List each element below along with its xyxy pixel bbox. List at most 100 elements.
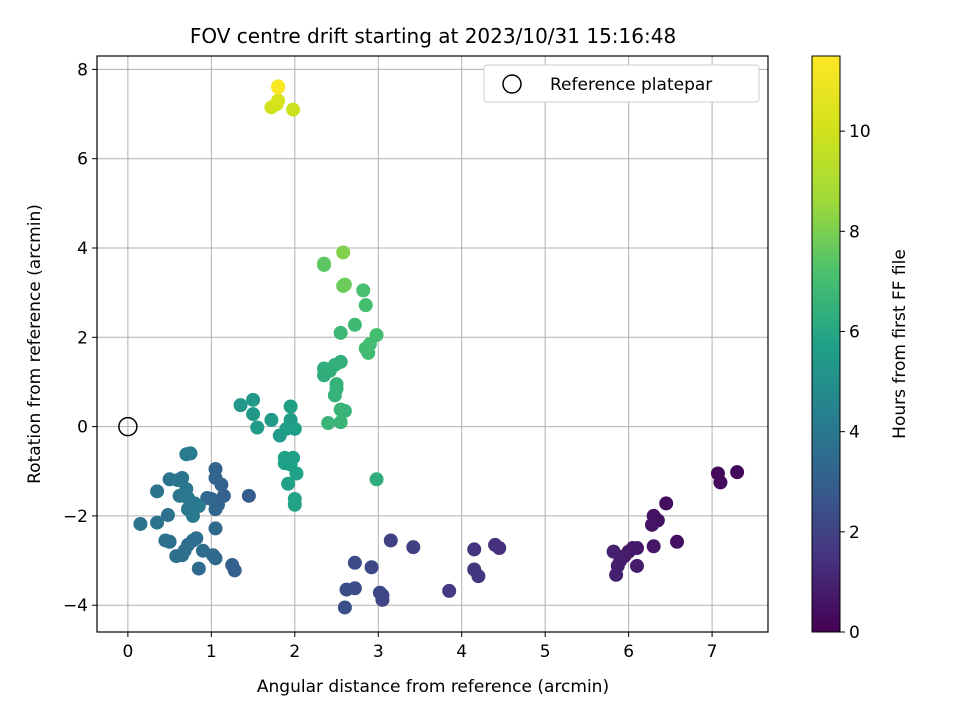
legend: Reference platepar [483,64,760,103]
data-point [289,466,304,481]
colorbar-gradient [811,55,841,633]
data-point [208,521,223,536]
data-point [175,470,190,485]
y-tick-label: 8 [77,60,88,80]
y-axis-ticks: −4 −2 0 2 4 6 8 [63,60,97,616]
data-points [133,79,745,615]
x-tick-label: 0 [122,642,133,662]
x-axis-label: Angular distance from reference (arcmin) [257,677,609,697]
y-tick-label: 0 [77,418,88,438]
reference-platepar-marker [118,416,138,437]
data-point [169,549,184,564]
data-point [713,475,728,490]
data-point [369,472,384,487]
data-point [321,416,336,431]
data-point [233,398,248,413]
data-point [133,516,148,531]
data-point [609,567,624,582]
data-point [158,533,173,548]
y-axis-label: Rotation from reference (arcmin) [25,204,45,484]
colorbar-ticks: 0 2 4 6 8 10 [840,122,871,643]
data-point [347,317,362,332]
data-point [488,537,503,552]
data-point [659,496,674,511]
data-point [670,534,685,549]
y-tick-label: 6 [77,150,88,170]
plot-frame [96,55,769,633]
data-point [327,388,342,403]
data-point [287,421,302,436]
data-point [208,470,223,485]
reference-marker [118,416,138,437]
data-point [191,561,206,576]
data-point [644,517,659,532]
data-point [629,558,644,573]
y-tick-label: −2 [63,507,88,527]
data-point [406,540,421,555]
x-tick-label: 4 [456,642,467,662]
colorbar-tick-label: 2 [849,523,860,543]
data-point [358,298,373,313]
data-point [281,476,296,491]
data-point [442,583,457,598]
data-point [337,403,352,418]
data-point [264,412,279,427]
colorbar-label: Hours from first FF file [890,249,910,439]
data-point [333,354,348,369]
data-point [369,328,384,343]
data-point [287,497,302,512]
data-point [372,585,387,600]
data-point [646,539,661,554]
data-point [333,325,348,340]
data-point [160,508,175,523]
data-point [241,488,256,503]
data-point [191,499,206,514]
data-point [195,543,210,558]
y-tick-label: −4 [63,596,88,616]
x-tick-label: 2 [289,642,300,662]
data-point [356,283,371,298]
colorbar-tick-label: 4 [849,423,860,443]
data-point [364,560,379,575]
colorbar: 0 2 4 6 8 10 Hours from first FF file [811,55,910,643]
data-point [225,558,240,573]
x-axis-ticks: 0 1 2 3 4 5 6 7 [122,632,717,662]
colorbar-tick-label: 6 [849,322,860,342]
x-tick-label: 7 [707,642,718,662]
data-point [471,569,486,584]
chart-title: FOV centre drift starting at 2023/10/31 … [190,24,676,48]
grid-lines [97,56,768,632]
data-point [317,257,332,272]
data-point [283,399,298,414]
data-point [336,245,351,260]
legend-reference-label: Reference platepar [550,75,712,95]
x-tick-label: 1 [206,642,217,662]
data-point [150,515,165,530]
legend-reference-marker [502,74,522,94]
colorbar-tick-label: 0 [849,623,860,643]
data-point [337,277,352,292]
y-tick-label: 2 [77,328,88,348]
data-point [271,79,286,94]
x-tick-label: 6 [623,642,634,662]
data-point [730,465,745,480]
data-point [286,102,301,117]
data-point [347,555,362,570]
data-point [246,407,261,422]
data-point [467,542,482,557]
data-point [337,600,352,615]
data-point [333,415,348,430]
x-tick-label: 3 [373,642,384,662]
data-point [339,582,354,597]
y-tick-label: 4 [77,239,88,259]
colorbar-tick-label: 10 [849,122,871,142]
x-tick-label: 5 [540,642,551,662]
data-point [183,446,198,461]
colorbar-tick-label: 8 [849,222,860,242]
data-point [250,420,265,435]
data-point [271,93,286,108]
data-point [383,533,398,548]
data-point [246,392,261,407]
data-point [150,484,165,499]
